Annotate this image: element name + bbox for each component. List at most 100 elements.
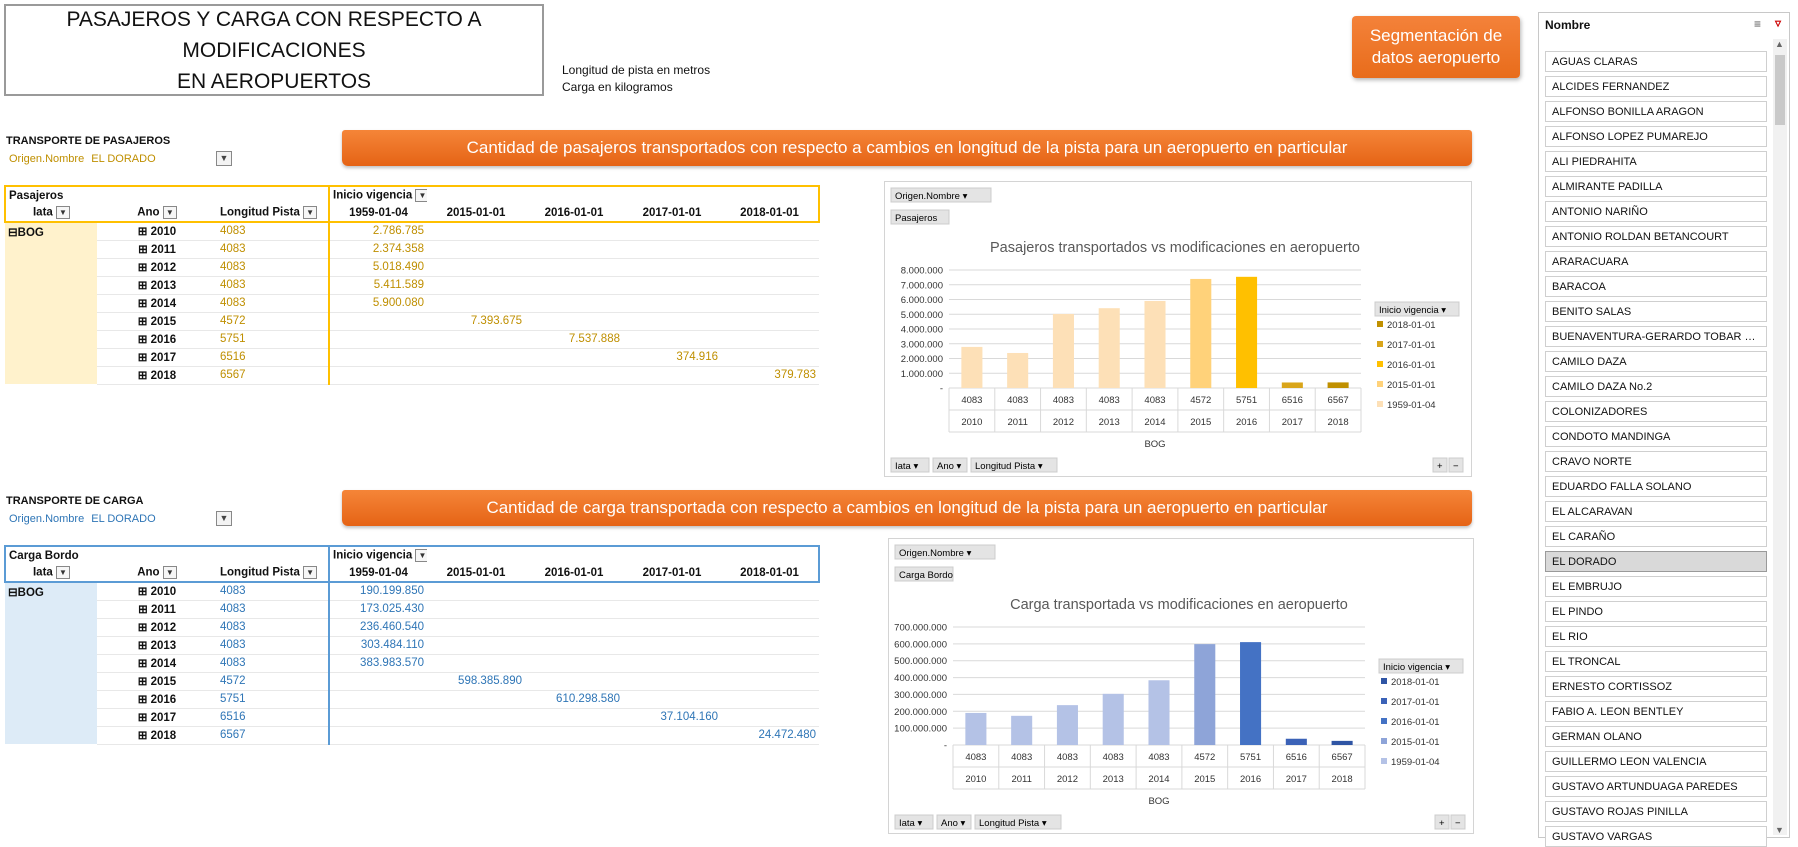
multi-select-icon[interactable]: ≡ bbox=[1753, 17, 1761, 31]
slicer-item[interactable]: GERMAN OLANO bbox=[1545, 726, 1767, 747]
slicer-item[interactable]: GUSTAVO ARTUNDUAGA PAREDES bbox=[1545, 776, 1767, 797]
axis-pill-longitud[interactable]: Longitud Pista ▾ bbox=[974, 814, 1062, 830]
slicer-scrollbar[interactable]: ▲ ▼ bbox=[1773, 39, 1787, 835]
cargo-filter-icon[interactable]: ▼ bbox=[216, 511, 232, 526]
year-cell[interactable]: ⊞ 2012 bbox=[97, 258, 217, 277]
year-cell[interactable]: ⊞ 2017 bbox=[97, 348, 217, 367]
chart-measure-pill[interactable]: Carga Bordo bbox=[894, 566, 954, 582]
slicer-item[interactable]: ALFONSO BONILLA ARAGON bbox=[1545, 101, 1767, 122]
year-cell[interactable]: ⊞ 2015 bbox=[97, 312, 217, 331]
year-cell[interactable]: ⊞ 2010 bbox=[97, 222, 217, 241]
slicer-item[interactable]: EL PINDO bbox=[1545, 601, 1767, 622]
col-field-dropdown-icon[interactable]: ▼ bbox=[415, 549, 427, 562]
clear-filter-icon[interactable]: ▿ bbox=[1774, 16, 1781, 30]
legend-field-pill[interactable]: Inicio vigencia ▾ bbox=[1378, 658, 1464, 674]
slicer-item[interactable]: FABIO A. LEON BENTLEY bbox=[1545, 701, 1767, 722]
slicer-item[interactable]: CAMILO DAZA No.2 bbox=[1545, 376, 1767, 397]
axis-pill-ano[interactable]: Ano ▾ bbox=[932, 457, 968, 473]
slicer-item[interactable]: ALCIDES FERNANDEZ bbox=[1545, 76, 1767, 97]
slicer-item[interactable]: EL TRONCAL bbox=[1545, 651, 1767, 672]
slicer-item[interactable]: BENITO SALAS bbox=[1545, 301, 1767, 322]
row-field-header[interactable]: Iata ▼ bbox=[4, 204, 97, 223]
scroll-thumb[interactable] bbox=[1775, 55, 1785, 125]
chart-measure-pill[interactable]: Pasajeros bbox=[890, 209, 950, 225]
axis-pill-ano[interactable]: Ano ▾ bbox=[936, 814, 972, 830]
year-cell[interactable]: ⊞ 2013 bbox=[97, 636, 217, 655]
chart-expand-button[interactable]: + bbox=[1434, 814, 1450, 830]
scroll-up-icon[interactable]: ▲ bbox=[1775, 39, 1784, 49]
row-field-dropdown-icon[interactable]: ▼ bbox=[303, 566, 318, 579]
slicer-item[interactable]: GUSTAVO VARGAS bbox=[1545, 826, 1767, 847]
row-field-header[interactable]: Iata ▼ bbox=[4, 564, 97, 583]
value-cell bbox=[721, 618, 819, 637]
year-cell[interactable]: ⊞ 2015 bbox=[97, 672, 217, 691]
year-cell[interactable]: ⊞ 2010 bbox=[97, 582, 217, 601]
year-cell[interactable]: ⊞ 2012 bbox=[97, 618, 217, 637]
axis-pill-iata[interactable]: Iata ▾ bbox=[894, 814, 934, 830]
slicer-item[interactable]: BARACOA bbox=[1545, 276, 1767, 297]
year-cell[interactable]: ⊞ 2011 bbox=[97, 240, 217, 259]
slicer-item[interactable]: EL CARAÑO bbox=[1545, 526, 1767, 547]
slicer-item[interactable]: EL DORADO bbox=[1545, 551, 1767, 572]
row-field-dropdown-icon[interactable]: ▼ bbox=[162, 206, 177, 219]
slicer-item[interactable]: COLONIZADORES bbox=[1545, 401, 1767, 422]
slicer-item[interactable]: GUILLERMO LEON VALENCIA bbox=[1545, 751, 1767, 772]
year-cell[interactable]: ⊞ 2014 bbox=[97, 294, 217, 313]
year-cell[interactable]: ⊞ 2014 bbox=[97, 654, 217, 673]
slicer-item[interactable]: EL EMBRUJO bbox=[1545, 576, 1767, 597]
slicer-item[interactable]: CAMILO DAZA bbox=[1545, 351, 1767, 372]
pax-filter-icon[interactable]: ▼ bbox=[216, 151, 232, 166]
row-field-dropdown-icon[interactable]: ▼ bbox=[56, 566, 70, 579]
col-field-dropdown-icon[interactable]: ▼ bbox=[415, 189, 427, 202]
slicer-item[interactable]: ERNESTO CORTISSOZ bbox=[1545, 676, 1767, 697]
year-cell[interactable]: ⊞ 2016 bbox=[97, 690, 217, 709]
slicer-item[interactable]: GUSTAVO ROJAS PINILLA bbox=[1545, 801, 1767, 822]
chart-filter-pill[interactable]: Origen.Nombre ▾ bbox=[894, 544, 996, 560]
slicer-item[interactable]: ALFONSO LOPEZ PUMAREJO bbox=[1545, 126, 1767, 147]
date-header: 2017-01-01 bbox=[623, 204, 721, 223]
pax-pivot-chart[interactable]: Origen.Nombre ▾ Pasajeros Pasajeros transp… bbox=[884, 181, 1472, 477]
slicer-item[interactable]: ALMIRANTE PADILLA bbox=[1545, 176, 1767, 197]
year-cell[interactable]: ⊞ 2017 bbox=[97, 708, 217, 727]
cargo-pivot-chart[interactable]: Origen.Nombre ▾ Carga Bordo Carga transpor… bbox=[888, 538, 1474, 834]
row-field-dropdown-icon[interactable]: ▼ bbox=[162, 566, 177, 579]
slicer-item[interactable]: EL ALCARAVAN bbox=[1545, 501, 1767, 522]
chart-expand-button[interactable]: + bbox=[1432, 457, 1448, 473]
value-cell bbox=[328, 708, 427, 727]
row-field-header[interactable]: Ano ▼ bbox=[97, 204, 217, 223]
chart-filter-pill[interactable]: Origen.Nombre ▾ bbox=[890, 187, 992, 203]
axis-pill-longitud[interactable]: Longitud Pista ▾ bbox=[970, 457, 1058, 473]
value-cell bbox=[623, 618, 721, 637]
row-field-dropdown-icon[interactable]: ▼ bbox=[56, 206, 70, 219]
row-field-header[interactable]: Ano ▼ bbox=[97, 564, 217, 583]
legend-field-pill[interactable]: Inicio vigencia ▾ bbox=[1374, 301, 1460, 317]
chart-collapse-button[interactable]: − bbox=[1448, 457, 1464, 473]
axis-pill-iata-label: Iata ▾ bbox=[899, 818, 922, 829]
iata-cell[interactable]: ⊟BOG bbox=[5, 222, 97, 240]
slicer-item[interactable]: CONDOTO MANDINGA bbox=[1545, 426, 1767, 447]
row-field-header[interactable]: Longitud Pista ▼ bbox=[217, 564, 329, 583]
axis-pill-iata[interactable]: Iata ▾ bbox=[890, 457, 930, 473]
value-cell bbox=[721, 672, 819, 691]
slicer-item[interactable]: ARARACUARA bbox=[1545, 251, 1767, 272]
slicer-item[interactable]: AGUAS CLARAS bbox=[1545, 51, 1767, 72]
year-cell[interactable]: ⊞ 2018 bbox=[97, 366, 217, 385]
scroll-down-icon[interactable]: ▼ bbox=[1775, 825, 1784, 835]
chart-collapse-button[interactable]: − bbox=[1450, 814, 1466, 830]
value-cell bbox=[623, 726, 721, 745]
iata-cell[interactable]: ⊟BOG bbox=[5, 582, 97, 600]
slicer-item[interactable]: ALI PIEDRAHITA bbox=[1545, 151, 1767, 172]
row-field-dropdown-icon[interactable]: ▼ bbox=[303, 206, 318, 219]
year-cell[interactable]: ⊞ 2018 bbox=[97, 726, 217, 745]
year-cell[interactable]: ⊞ 2013 bbox=[97, 276, 217, 295]
slicer-item[interactable]: ANTONIO NARIÑO bbox=[1545, 201, 1767, 222]
row-field-header[interactable]: Longitud Pista ▼ bbox=[217, 204, 329, 223]
slicer-item[interactable]: EDUARDO FALLA SOLANO bbox=[1545, 476, 1767, 497]
slicer-item[interactable]: ANTONIO ROLDAN BETANCOURT bbox=[1545, 226, 1767, 247]
segmentation-button[interactable]: Segmentación de datos aeropuerto bbox=[1352, 16, 1520, 78]
slicer-item[interactable]: BUENAVENTURA-GERARDO TOBAR LO... bbox=[1545, 326, 1767, 347]
year-cell[interactable]: ⊞ 2016 bbox=[97, 330, 217, 349]
slicer-item[interactable]: EL RIO bbox=[1545, 626, 1767, 647]
slicer-item[interactable]: CRAVO NORTE bbox=[1545, 451, 1767, 472]
year-cell[interactable]: ⊞ 2011 bbox=[97, 600, 217, 619]
